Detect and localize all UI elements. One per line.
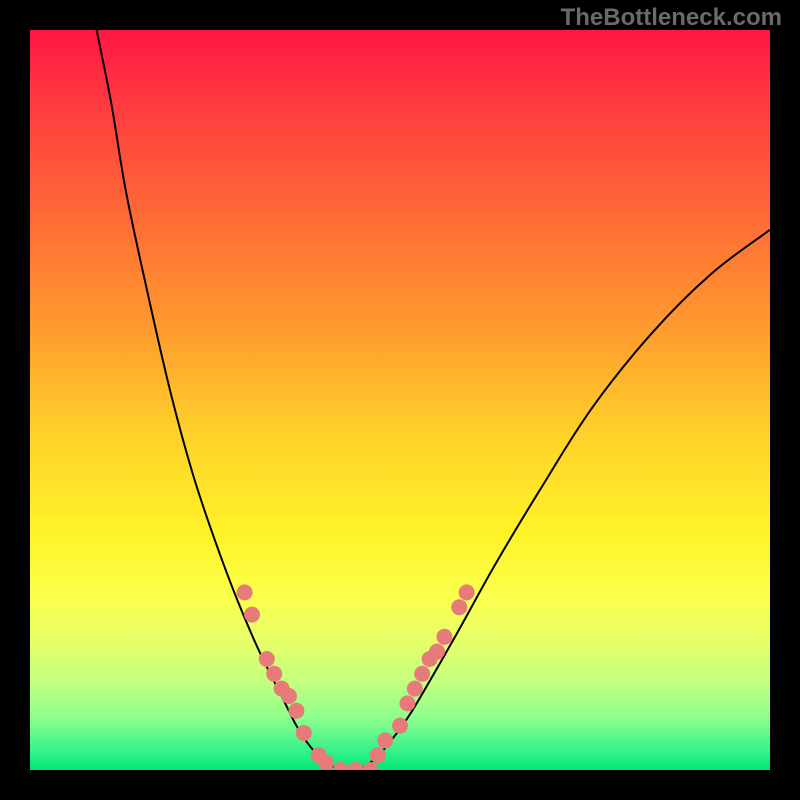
data-marker [244, 607, 260, 623]
data-marker [259, 651, 275, 667]
chart-frame: TheBottleneck.com [0, 0, 800, 800]
data-marker [266, 666, 282, 682]
data-marker [288, 703, 304, 719]
data-marker [370, 747, 386, 763]
data-marker [296, 725, 312, 741]
gradient-background [30, 30, 770, 770]
watermark-text: TheBottleneck.com [561, 4, 782, 32]
data-marker [451, 599, 467, 615]
data-marker [399, 695, 415, 711]
data-marker [436, 629, 452, 645]
data-marker [318, 755, 334, 770]
data-marker [414, 666, 430, 682]
bottleneck-curve-chart [30, 30, 770, 770]
data-marker [281, 688, 297, 704]
plot-area [30, 30, 770, 770]
data-marker [237, 584, 253, 600]
data-marker [459, 584, 475, 600]
data-marker [407, 681, 423, 697]
data-marker [429, 644, 445, 660]
data-marker [377, 732, 393, 748]
data-marker [392, 718, 408, 734]
